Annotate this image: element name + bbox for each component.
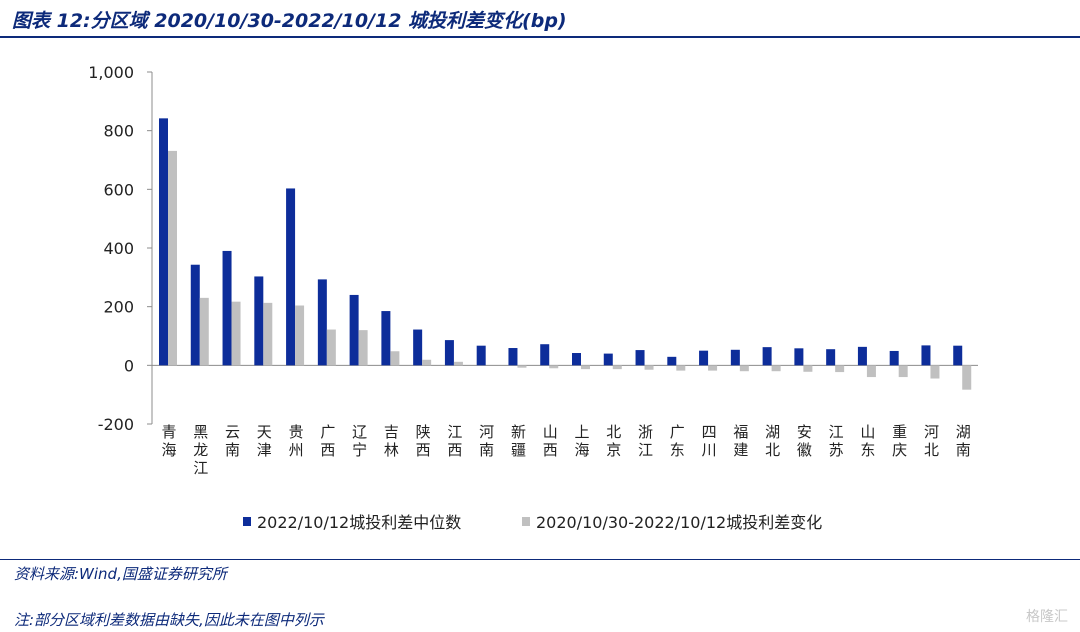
bar-series2 xyxy=(263,302,273,366)
y-tick-label: 400 xyxy=(103,239,134,258)
bar-series2 xyxy=(676,365,686,371)
x-category-label: 北京 xyxy=(606,423,621,459)
x-category-label: 黑龙江 xyxy=(193,423,208,477)
bar-series2 xyxy=(549,365,559,369)
bar-series1 xyxy=(286,188,296,366)
bar-series2 xyxy=(358,330,368,366)
legend-label-series2: 2020/10/30-2022/10/12城投利差变化 xyxy=(536,513,823,532)
y-tick-label: 800 xyxy=(103,122,134,141)
bar-series2 xyxy=(962,365,972,390)
source-note: 资料来源:Wind,国盛证券研究所 xyxy=(14,565,227,583)
x-category-label: 上海 xyxy=(574,423,589,459)
bar-series2 xyxy=(295,305,305,366)
x-category-label: 青海 xyxy=(161,423,176,459)
bar-series2 xyxy=(199,297,209,366)
x-category-label: 湖北 xyxy=(765,423,780,459)
bar-series2 xyxy=(898,365,908,378)
bar-series2 xyxy=(581,365,590,370)
legend-swatch-series1 xyxy=(243,516,251,526)
legend-label-series1: 2022/10/12城投利差中位数 xyxy=(257,513,462,532)
bar-series2 xyxy=(866,365,876,378)
bar-series2 xyxy=(326,329,336,366)
bar-series1 xyxy=(667,356,677,366)
bar-series2 xyxy=(231,301,241,366)
x-category-label: 广西 xyxy=(320,423,335,459)
bar-series1 xyxy=(762,347,772,366)
x-category-label: 山西 xyxy=(543,423,558,459)
bar-series1 xyxy=(572,353,581,366)
x-category-label: 安徽 xyxy=(797,423,812,459)
x-category-label: 云南 xyxy=(225,423,240,459)
x-category-label: 天津 xyxy=(257,423,272,459)
x-category-label: 湖南 xyxy=(956,423,971,459)
bar-series1 xyxy=(921,345,931,366)
bar-series1 xyxy=(190,264,200,366)
y-tick-label: 600 xyxy=(103,180,134,199)
bar-series1 xyxy=(413,329,423,366)
x-category-label: 江苏 xyxy=(829,423,844,459)
bar-series2 xyxy=(422,359,432,366)
bar-series2 xyxy=(771,365,781,372)
y-tick-label: 0 xyxy=(124,356,134,375)
x-category-label: 辽宁 xyxy=(352,423,367,459)
x-category-label: 重庆 xyxy=(892,423,907,459)
x-category-label: 江西 xyxy=(447,423,462,459)
bar-series1 xyxy=(476,345,486,366)
bar-series1 xyxy=(540,344,550,366)
bar-series2 xyxy=(517,365,527,368)
bar-series2 xyxy=(708,365,718,371)
x-category-label: 四川 xyxy=(702,423,717,459)
x-category-label: 河南 xyxy=(479,423,494,459)
bar-series2 xyxy=(168,150,177,366)
bar-series2 xyxy=(453,361,463,366)
x-category-label: 陕西 xyxy=(416,423,431,459)
bar-series2 xyxy=(644,365,654,370)
bar-series1 xyxy=(699,350,709,366)
bar-chart: -200 0 200 400 600 800 1,000 青海 黑龙江 云南天津贵州广西辽宁吉林陕… xyxy=(88,63,978,477)
bar-series1 xyxy=(381,311,391,366)
legend-swatch-series2 xyxy=(522,516,530,526)
bar-series1 xyxy=(889,350,899,366)
bar-series2 xyxy=(930,365,940,379)
x-category-label: 浙江 xyxy=(638,423,653,459)
x-category-label: 河北 xyxy=(924,423,939,459)
bar-series1 xyxy=(317,279,327,366)
x-category-label: 福建 xyxy=(733,423,748,459)
bar-series1 xyxy=(826,349,836,366)
footnote: 注:部分区域利差数据由缺失,因此未在图中列示 xyxy=(14,611,324,629)
bar-series1 xyxy=(635,350,645,366)
bar-series1 xyxy=(254,276,264,366)
bar-series1 xyxy=(794,348,804,366)
bar-series1 xyxy=(953,345,963,366)
title-rule xyxy=(0,36,1080,38)
bar-series1 xyxy=(603,353,613,366)
bar-series2 xyxy=(390,351,400,366)
bar-series1 xyxy=(159,118,168,366)
bar-series1 xyxy=(444,340,454,366)
legend-item-series2: 2020/10/30-2022/10/12城投利差变化 xyxy=(522,509,822,533)
bar-series2 xyxy=(612,365,622,370)
x-category-label: 广东 xyxy=(670,423,685,459)
x-category-label: 新疆 xyxy=(511,423,526,459)
bar-series1 xyxy=(730,349,740,366)
bar-series2 xyxy=(835,365,845,373)
chart-title: 图表 12:分区域 2020/10/30-2022/10/12 城投利差变化(b… xyxy=(12,10,567,32)
x-category-label: 山东 xyxy=(860,423,875,459)
x-category-label: 贵州 xyxy=(289,423,304,459)
bar-series1 xyxy=(508,348,518,366)
y-tick-label: 1,000 xyxy=(88,63,134,82)
watermark-logo: 格隆汇 xyxy=(1026,609,1068,625)
bar-series1 xyxy=(349,294,359,366)
y-tick-label: 200 xyxy=(103,298,134,317)
x-category-label: 吉林 xyxy=(384,423,399,459)
legend-item-series1: 2022/10/12城投利差中位数 xyxy=(243,509,461,533)
bar-series2 xyxy=(803,365,813,372)
bar-series1 xyxy=(857,346,867,366)
footer-rule xyxy=(0,559,1080,560)
bar-series2 xyxy=(739,365,749,372)
y-tick-label: -200 xyxy=(98,415,134,434)
bar-series1 xyxy=(222,250,232,366)
